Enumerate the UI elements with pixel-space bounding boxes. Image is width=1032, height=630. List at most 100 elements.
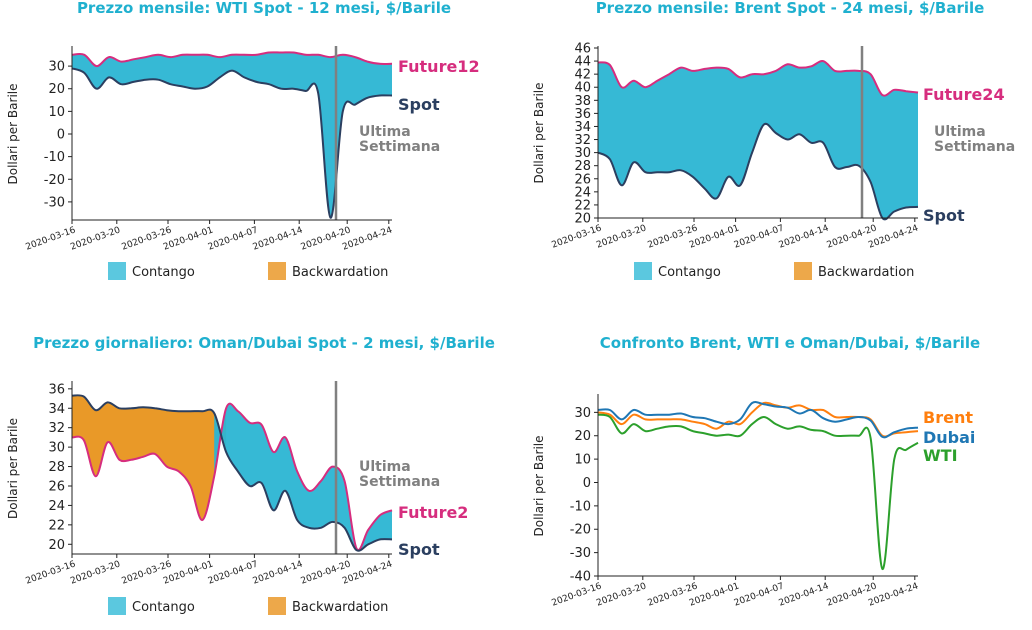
y-tick-label: 36 xyxy=(574,107,591,122)
y-tick-label: 36 xyxy=(48,382,65,397)
x-tick-label: 2020-03-16 xyxy=(550,223,603,250)
last-week-label: Settimana xyxy=(359,474,440,490)
x-tick-label: 2020-03-20 xyxy=(69,225,122,252)
legend-label-contango: Contango xyxy=(132,600,195,615)
y-axis-title: Dollari per Barile xyxy=(532,82,546,183)
last-week-label: Settimana xyxy=(934,139,1015,155)
series-label-spot: Spot xyxy=(923,206,965,225)
y-tick-label: 26 xyxy=(48,479,65,494)
legend-swatch-backwardation xyxy=(794,262,812,280)
series-line-spot xyxy=(71,67,393,219)
chart-2: Prezzo mensile: Brent Spot - 24 mesi, $/… xyxy=(532,0,1015,280)
y-tick-label: 20 xyxy=(48,82,65,97)
y-tick-label: 28 xyxy=(48,460,65,475)
y-tick-label: 30 xyxy=(574,406,591,421)
y-tick-label: 26 xyxy=(574,172,591,187)
y-axis-title: Dollari per Barile xyxy=(6,418,20,519)
last-week-label: Ultima xyxy=(359,124,411,140)
legend-swatch-contango xyxy=(634,262,652,280)
x-tick-label: 2020-03-16 xyxy=(550,581,603,608)
y-tick-label: 24 xyxy=(48,499,65,514)
series-label-wti: WTI xyxy=(923,446,958,465)
series-label-spot: Spot xyxy=(398,95,440,114)
y-tick-label: 38 xyxy=(574,94,591,109)
x-tick-label: 2020-04-14 xyxy=(252,559,305,586)
y-tick-label: 32 xyxy=(574,133,591,148)
legend-swatch-backwardation xyxy=(268,262,286,280)
legend-swatch-contango xyxy=(108,597,126,615)
y-tick-label: 46 xyxy=(574,42,591,57)
y-tick-label: 20 xyxy=(574,429,591,444)
chart-4: Confronto Brent, WTI e Oman/Dubai, $/Bar… xyxy=(532,334,980,609)
x-tick-label: 2020-04-14 xyxy=(778,581,831,608)
y-tick-label: 34 xyxy=(48,402,65,417)
y-tick-label: 30 xyxy=(48,60,65,75)
x-tick-label: 2020-03-16 xyxy=(24,559,77,586)
last-week-label: Settimana xyxy=(359,139,440,155)
y-tick-label: 40 xyxy=(574,81,591,96)
x-tick-label: 2020-04-07 xyxy=(733,223,786,250)
chart-title: Prezzo giornaliero: Oman/Dubai Spot - 2 … xyxy=(33,334,495,352)
chart-title: Confronto Brent, WTI e Oman/Dubai, $/Bar… xyxy=(600,334,980,352)
series-label-future2: Future2 xyxy=(398,503,468,522)
series-line-future12 xyxy=(71,51,393,68)
backwardation-area xyxy=(72,395,227,521)
series-line-future2 xyxy=(71,402,393,551)
y-tick-label: 42 xyxy=(574,68,591,83)
x-tick-label: 2020-04-14 xyxy=(252,225,305,252)
y-tick-label: 10 xyxy=(48,105,65,120)
y-tick-label: 10 xyxy=(574,453,591,468)
legend-swatch-backwardation xyxy=(268,597,286,615)
legend-label-backwardation: Backwardation xyxy=(818,265,914,280)
y-tick-label: 20 xyxy=(574,212,591,227)
chart-title: Prezzo mensile: Brent Spot - 24 mesi, $/… xyxy=(596,0,985,17)
chart-1: Prezzo mensile: WTI Spot - 12 mesi, $/Ba… xyxy=(6,0,480,280)
y-tick-label: 32 xyxy=(48,421,65,436)
y-axis-title: Dollari per Barile xyxy=(6,83,20,184)
y-tick-label: -10 xyxy=(570,499,591,514)
y-tick-label: 34 xyxy=(574,120,591,135)
y-tick-label: -30 xyxy=(44,195,65,210)
last-week-label: Ultima xyxy=(934,124,986,140)
y-tick-label: 20 xyxy=(48,538,65,553)
chart-3: Prezzo giornaliero: Oman/Dubai Spot - 2 … xyxy=(6,334,495,615)
series-label-future12: Future12 xyxy=(398,57,480,76)
legend-label-backwardation: Backwardation xyxy=(292,600,388,615)
series-line-wti xyxy=(597,413,919,571)
y-tick-label: -20 xyxy=(570,523,591,538)
y-tick-label: 30 xyxy=(574,146,591,161)
series-line-future24 xyxy=(597,60,919,97)
x-tick-label: 2020-04-07 xyxy=(207,559,260,586)
contango-area xyxy=(72,52,392,218)
x-tick-label: 2020-04-07 xyxy=(207,225,260,252)
x-tick-label: 2020-03-20 xyxy=(595,223,648,250)
contango-area xyxy=(214,403,392,551)
contango-area xyxy=(598,61,918,220)
legend-label-backwardation: Backwardation xyxy=(292,265,388,280)
y-tick-label: -40 xyxy=(570,570,591,585)
legend-swatch-contango xyxy=(108,262,126,280)
y-tick-label: 22 xyxy=(48,518,65,533)
x-tick-label: 2020-04-14 xyxy=(778,223,831,250)
y-tick-label: -10 xyxy=(44,150,65,165)
y-tick-label: 22 xyxy=(574,198,591,213)
y-tick-label: 0 xyxy=(57,128,65,143)
series-label-brent: Brent xyxy=(923,408,973,427)
y-tick-label: -30 xyxy=(570,546,591,561)
last-week-label: Ultima xyxy=(359,459,411,475)
y-tick-label: 44 xyxy=(574,55,591,70)
series-label-future24: Future24 xyxy=(923,85,1005,104)
series-label-dubai: Dubai xyxy=(923,428,975,447)
x-tick-label: 2020-03-20 xyxy=(595,581,648,608)
y-tick-label: -20 xyxy=(44,173,65,188)
x-tick-label: 2020-04-07 xyxy=(733,581,786,608)
y-tick-label: 0 xyxy=(583,476,591,491)
chart-title: Prezzo mensile: WTI Spot - 12 mesi, $/Ba… xyxy=(77,0,451,17)
y-tick-label: 24 xyxy=(574,185,591,200)
series-line-spot xyxy=(71,394,393,552)
y-tick-label: 30 xyxy=(48,441,65,456)
series-label-spot: Spot xyxy=(398,540,440,559)
legend-label-contango: Contango xyxy=(658,265,721,280)
x-tick-label: 2020-03-20 xyxy=(69,559,122,586)
